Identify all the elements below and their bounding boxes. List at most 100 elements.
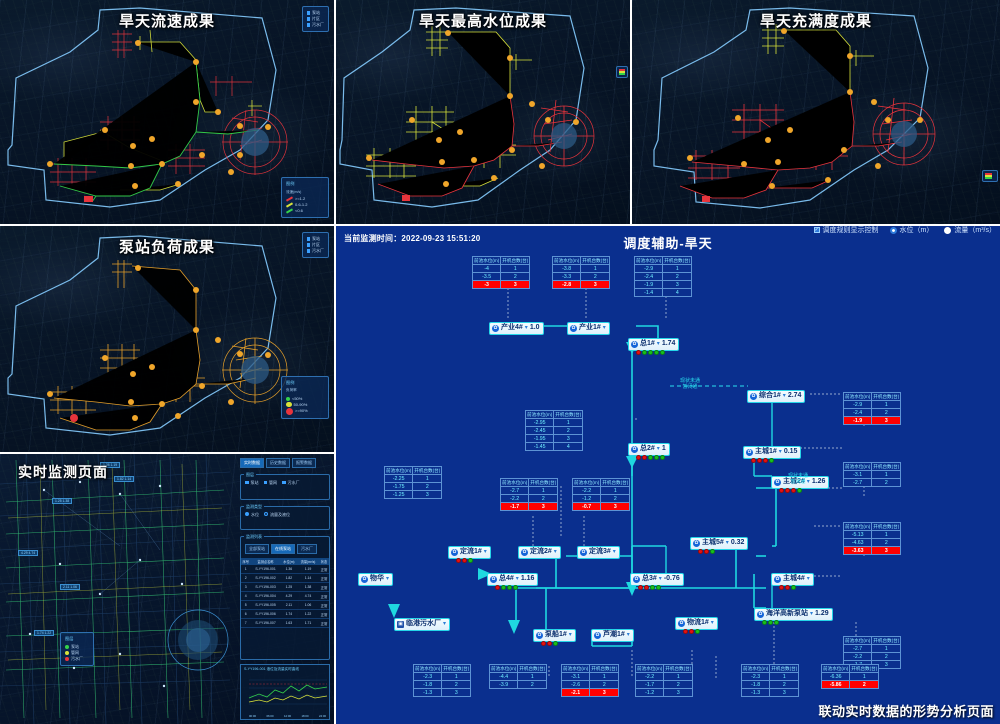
panel-realtime-monitor[interactable]: 1.36 1.19 1.82 1.14 1.25 1.38 4.29 4.74 …	[0, 454, 334, 724]
dispatch-node-zc5[interactable]: ✿ 主城5# ▾ 0.32	[690, 537, 749, 550]
layer-checkbox-row[interactable]: 泵站 管网 污水厂	[241, 475, 329, 488]
radio-icon[interactable]	[245, 512, 249, 516]
legend-radio-flow[interactable]: 流量（m³/s）	[944, 226, 996, 235]
panel-dry-weather-velocity[interactable]: 旱天流速成果 泵站 片区 污水厂 图例 流速(m/s) >=1.2 0.6-1.…	[0, 0, 334, 224]
table-row[interactable]: -2.2 1	[634, 672, 694, 681]
checkbox-icon[interactable]	[306, 17, 310, 21]
map-layer-legend[interactable]: 泵站 片区 污水厂	[301, 6, 329, 32]
table-row[interactable]: -2.2 2	[499, 494, 559, 503]
table-row[interactable]: -3.1 1	[842, 470, 902, 479]
dispatch-node-z4[interactable]: ✿ 总4# ▾ 1.16	[487, 573, 539, 586]
chevron-down-icon[interactable]: ▾	[443, 620, 447, 627]
table-row[interactable]: -1.8 2	[412, 680, 472, 689]
button-all-stations[interactable]: 全部泵站	[245, 544, 269, 554]
table-row[interactable]: -2.9 1	[633, 264, 693, 273]
radio-option-level[interactable]: 水位	[245, 512, 259, 518]
dispatch-legend[interactable]: ✓ 调度规则显示控制 水位（m） 流量（m³/s）	[813, 226, 996, 235]
station-filter-buttons[interactable]: 全部泵站 在线泵站 污水厂	[245, 544, 317, 554]
panel-pump-station-load[interactable]: 泵站负荷成果 泵站 片区 污水厂 图例 负荷率 <50% 50-90% >=90…	[0, 226, 334, 452]
layer-filter-card[interactable]: 图层 泵站 管网 污水厂	[240, 472, 330, 500]
table-row[interactable]: -2.25 1	[383, 474, 443, 483]
dispatch-node-bc1[interactable]: ✿ 泵船1# ▾	[533, 629, 576, 642]
dispatch-rule-table[interactable]: 前池水位(m) 开机台数(台) -2.9 1 -2.4 2 -1.9 3	[842, 392, 902, 425]
layer-option-pump[interactable]: 泵站	[245, 480, 259, 486]
table-row[interactable]: -4.63 2	[842, 538, 902, 547]
legend-item[interactable]: 污水厂	[306, 248, 324, 254]
dispatch-node-zc1[interactable]: ✿ 主城1# ▾ 0.15	[743, 446, 802, 459]
table-row[interactable]: -4.4 1	[488, 672, 548, 681]
panel-dispatch-assistant[interactable]: 当前监测时间：2022-09-23 15:51:20 调度辅助-旱天 ✓ 调度规…	[336, 226, 1000, 724]
chevron-down-icon[interactable]: ▾	[725, 539, 729, 546]
dispatch-rule-table[interactable]: 前池水位(m) 开机台数(台) -2.25 1 -1.75 2 -1.25 3	[383, 466, 443, 499]
chevron-down-icon[interactable]: ▾	[658, 575, 662, 582]
chevron-down-icon[interactable]: ▾	[602, 324, 606, 331]
table-row[interactable]: -3 3	[471, 280, 531, 289]
table-row[interactable]: -2.45 2	[524, 426, 584, 435]
tab-history-data[interactable]: 历史数据	[266, 458, 290, 468]
dispatch-rule-table[interactable]: 前池水位(m) 开机台数(台) -2.2 1 -1.2 2 -0.7 3	[571, 478, 631, 511]
chevron-down-icon[interactable]: ▾	[626, 631, 630, 638]
dispatch-node-dl3[interactable]: ✿ 定流3# ▾	[577, 546, 620, 559]
table-row[interactable]: -2.9 1	[842, 400, 902, 409]
button-plants[interactable]: 污水厂	[297, 544, 317, 554]
table-row[interactable]: -2.1 3	[560, 688, 620, 697]
table-row[interactable]: -1.9 3	[842, 416, 902, 425]
realtime-chart-card[interactable]: S-YY196-001 液位及流量实时曲线 00:00 06:00 12:00 …	[240, 664, 330, 720]
table-row[interactable]: -2.2 2	[842, 652, 902, 661]
table-row[interactable]: 1 S-YY196-001 1.36 1.19 正常	[241, 565, 329, 574]
dispatch-node-dl1[interactable]: ✿ 定流1# ▾	[448, 546, 491, 559]
dispatch-rule-table[interactable]: 前池水位(m) 开机台数(台) -3.1 1 -2.6 2 -2.1 3	[560, 664, 620, 697]
legend-item[interactable]: 片区	[306, 16, 325, 22]
checkbox-icon[interactable]	[263, 480, 267, 484]
monitor-type-card[interactable]: 监测类型 水位 流量及液位	[240, 504, 330, 530]
dispatch-node-z3[interactable]: ✿ 总3# ▾ -0.76	[630, 573, 684, 586]
chevron-down-icon[interactable]: ▾	[782, 392, 786, 399]
radio-icon[interactable]	[264, 512, 268, 516]
table-row[interactable]: -1.45 4	[524, 442, 584, 451]
table-row[interactable]: -1.25 3	[383, 490, 443, 499]
checkbox-icon[interactable]	[282, 480, 286, 484]
table-row[interactable]: -1.3 3	[412, 688, 472, 697]
table-row[interactable]: -3.9 2	[488, 680, 548, 689]
table-row[interactable]: -2.95 1	[524, 418, 584, 427]
table-row[interactable]: -1.2 3	[634, 688, 694, 697]
chevron-down-icon[interactable]: ▾	[524, 324, 528, 331]
dispatch-node-zc4[interactable]: ✿ 主城4# ▾	[771, 573, 814, 586]
dispatch-rule-table[interactable]: 前池水位(m) 开机台数(台) -3.8 1 -3.3 2 -2.8 3	[551, 256, 611, 289]
legend-item[interactable]: 片区	[306, 242, 325, 248]
legend-item[interactable]: 泵站	[306, 236, 325, 242]
chevron-down-icon[interactable]: ▾	[483, 548, 487, 555]
dispatch-node-dl2[interactable]: ✿ 定流2# ▾	[518, 546, 561, 559]
table-row[interactable]: -1.7 2	[634, 680, 694, 689]
checkbox-icon[interactable]	[306, 243, 310, 247]
table-row[interactable]: -5.13 1	[842, 530, 902, 539]
table-row[interactable]: -2.7 2	[842, 478, 902, 487]
table-row[interactable]: -1.3 3	[740, 688, 800, 697]
chevron-down-icon[interactable]: ▾	[515, 575, 519, 582]
dispatch-rule-table[interactable]: 前池水位(m) 开机台数(台) -2.9 1 -2.4 2 -1.9 3 -1.4 4	[633, 256, 693, 297]
table-row[interactable]: 3 S-YY196-003 1.25 1.38 正常	[241, 582, 329, 592]
table-row[interactable]: -3.5 2	[471, 272, 531, 281]
table-row[interactable]: -1.95 3	[524, 434, 584, 443]
dispatch-node-plant[interactable]: ▣ 临港污水厂 ▾	[394, 618, 451, 631]
table-row[interactable]: -2.3 1	[740, 672, 800, 681]
dispatch-node-z1[interactable]: ✿ 总1# ▾ 1.74	[628, 338, 680, 351]
table-row[interactable]: -2.4 2	[842, 408, 902, 417]
table-row[interactable]: 6 S-YY196-006 1.74 1.22 正常	[241, 609, 329, 619]
dispatch-rule-table[interactable]: 前池水位(m) 开机台数(台) -2.3 1 -1.8 2 -1.3 3	[412, 664, 472, 697]
table-row[interactable]: -1.2 2	[571, 494, 631, 503]
dispatch-node-wl1[interactable]: ✿ 物流1# ▾	[675, 617, 718, 630]
legend-radio-water-level[interactable]: 水位（m）	[889, 226, 933, 235]
table-row[interactable]: -3.3 2	[551, 272, 611, 281]
button-online-stations[interactable]: 在线泵站	[271, 544, 295, 554]
table-row[interactable]: -2.2 1	[571, 486, 631, 495]
dispatch-rule-table[interactable]: 前池水位(m) 开机台数(台) -6.36 1 -5.86 2	[820, 664, 880, 689]
map-layer-legend[interactable]: 泵站 片区 污水厂	[301, 232, 329, 258]
table-row[interactable]: -2.4 2	[633, 272, 693, 281]
dispatch-rule-table[interactable]: 前池水位(m) 开机台数(台) -2.3 1 -1.8 2 -1.3 3	[740, 664, 800, 697]
table-row[interactable]: -2.7 1	[499, 486, 559, 495]
table-row[interactable]: -2.8 3	[551, 280, 611, 289]
table-row[interactable]: -2.7 1	[842, 644, 902, 653]
dispatch-node-wh[interactable]: ✿ 物华 ▾	[358, 573, 394, 586]
